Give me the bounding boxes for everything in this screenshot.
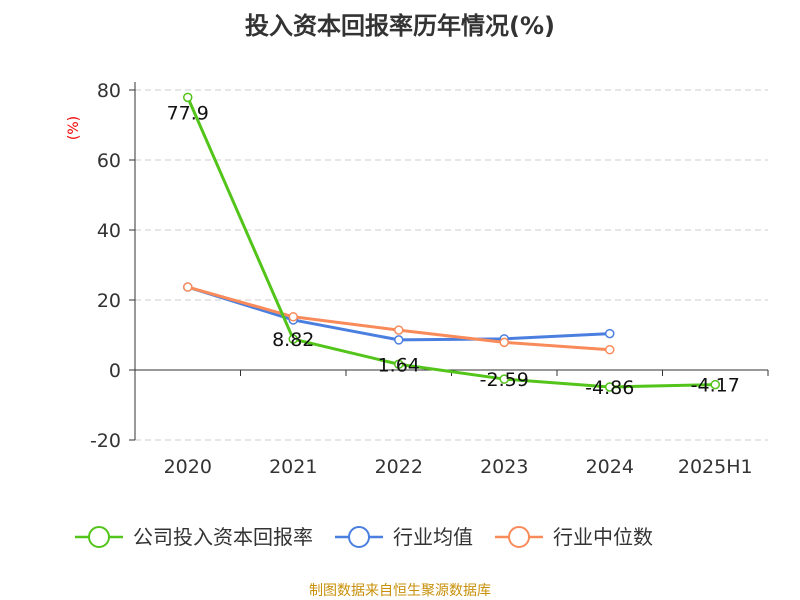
y-tick-label: 0 [109,360,121,382]
x-tick-label: 2025H1 [678,456,753,478]
y-tick-label: 60 [97,150,121,172]
legend-label: 公司投入资本回报率 [133,525,313,549]
data-point [605,328,615,339]
chart-title: 投入资本回报率历年情况(%) [245,12,555,40]
data-label: 1.64 [378,354,420,376]
x-tick-label: 2023 [480,456,528,478]
data-point [288,312,298,322]
data-point [394,359,404,370]
x-tick-label: 2024 [586,456,634,478]
data-point [394,325,404,335]
y-tick-label: 20 [97,290,121,312]
data-label: -4.17 [691,375,740,397]
series-line-0 [186,96,716,389]
x-tick-label: 2021 [269,456,317,478]
source-note: 制图数据来自恒生聚源数据库 [309,583,491,599]
data-label: -2.59 [480,369,529,391]
legend-label: 行业均值 [393,525,473,549]
data-point [183,282,193,292]
data-point [394,335,404,345]
data-point [605,344,615,355]
data-point [710,379,720,390]
data-label: -4.86 [585,377,634,399]
y-tick-label: 80 [97,80,121,102]
x-tick-label: 2020 [164,456,212,478]
data-label: 8.82 [272,329,314,351]
y-axis-label: (%) [66,116,82,140]
data-label: 77.9 [167,102,209,124]
legend-marker [348,526,370,548]
data-point [499,337,509,348]
legend-marker [88,526,110,548]
legend-marker [508,526,530,548]
data-point [499,374,509,384]
legend-label: 行业中位数 [553,525,653,549]
x-tick-label: 2022 [375,456,423,478]
data-point [183,92,193,103]
y-tick-label: -20 [90,430,121,452]
y-tick-label: 40 [97,220,121,242]
data-point [605,382,615,392]
data-point [288,334,298,344]
